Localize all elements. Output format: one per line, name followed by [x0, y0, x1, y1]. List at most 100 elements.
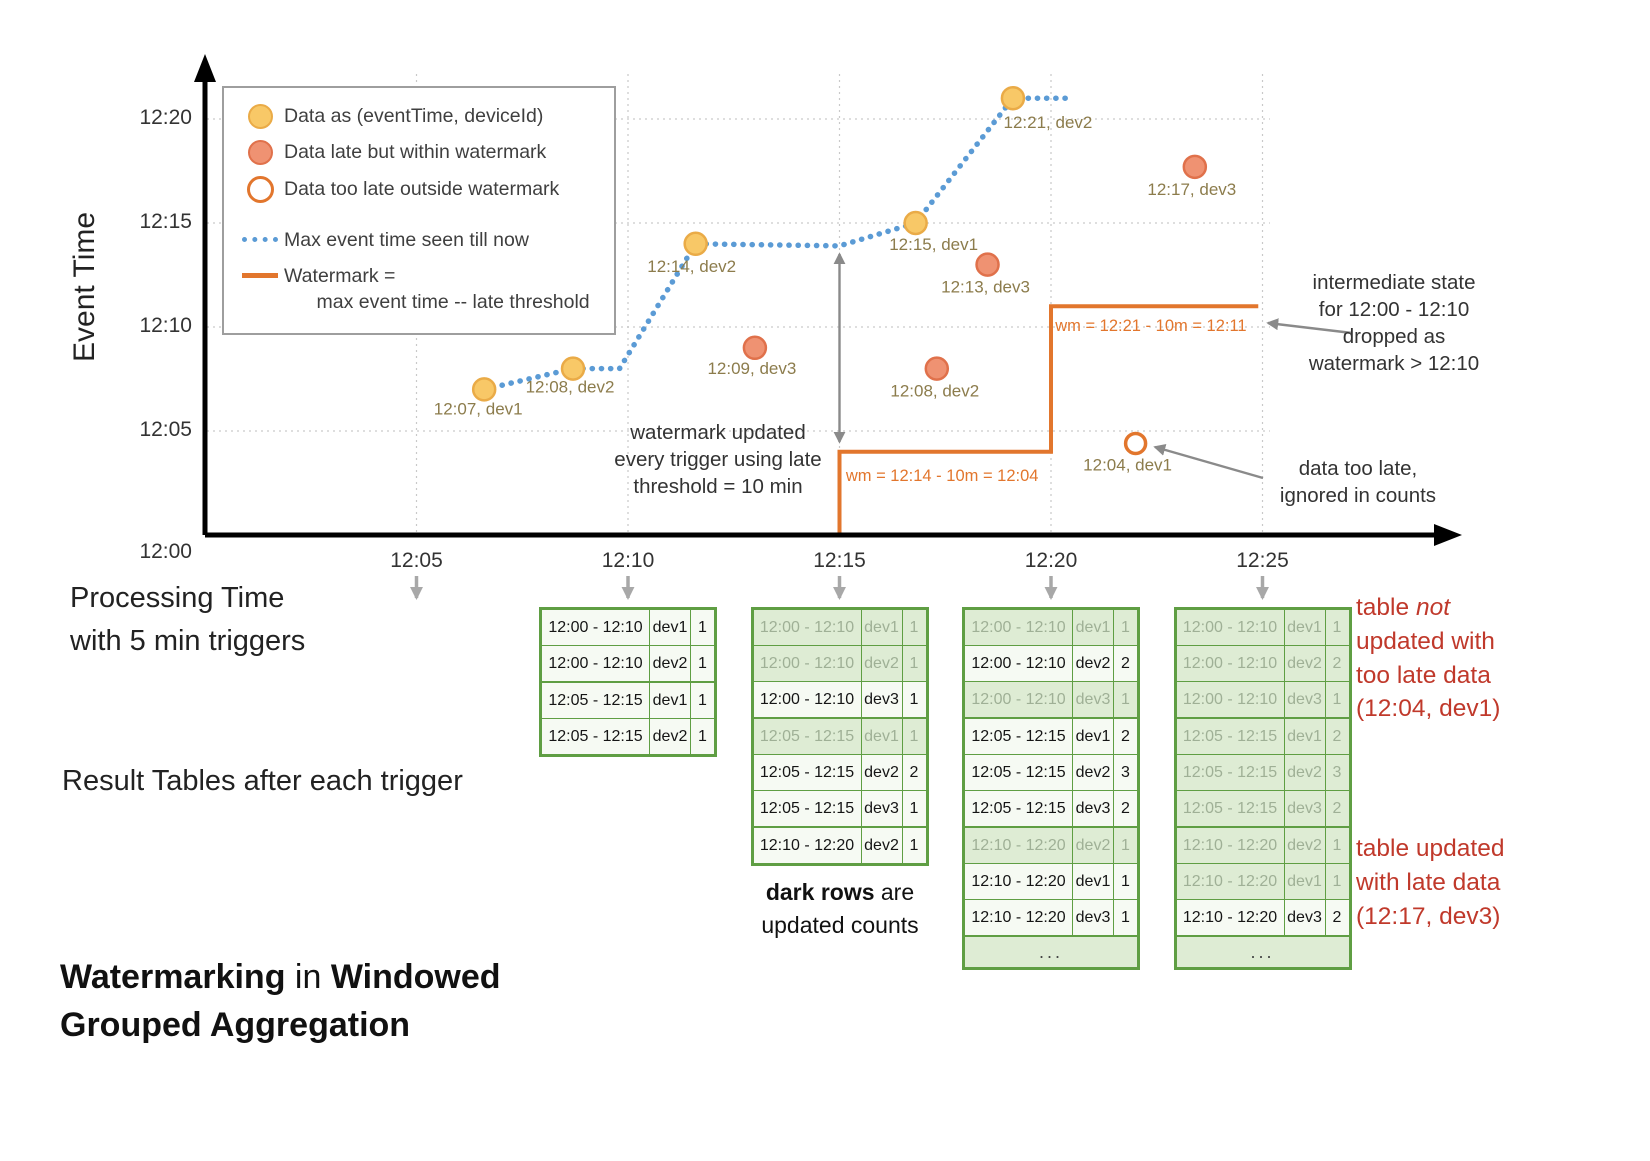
result-row: 12:00 - 12:10 dev1 1	[1176, 610, 1349, 645]
not-updated-post: updated with too late data (12:04, dev1)	[1356, 627, 1501, 723]
window-cell: 12:10 - 12:20	[965, 828, 1073, 863]
result-table: 12:00 - 12:10 dev1 1 12:00 - 12:10 dev2 2 12:0…	[962, 607, 1140, 970]
device-cell: dev2	[650, 646, 691, 681]
legend-item: Data too late outside watermark	[224, 171, 614, 208]
window-group: 12:00 - 12:10 dev1 1 12:00 - 12:10 dev2 1 12:0…	[751, 608, 928, 719]
window-cell: 12:05 - 12:15	[1177, 755, 1285, 790]
result-row: 12:00 - 12:10 dev3 1	[965, 681, 1137, 717]
count-cell: 1	[1332, 690, 1342, 708]
processing-time-label: Processing Time with 5 min triggers	[70, 582, 306, 657]
result-row: 12:05 - 12:15 dev3 2	[1176, 790, 1349, 826]
device-cell: dev1	[862, 719, 903, 754]
dot-late-icon	[236, 139, 284, 165]
data-point-label: 12:15, dev1	[889, 235, 978, 254]
y-tick-label: 12:00	[139, 540, 192, 563]
result-row: 12:05 - 12:15 dev2 3	[1176, 754, 1349, 790]
device-cell: dev2	[650, 719, 691, 754]
not-updated-italic: not	[1415, 594, 1450, 621]
count-cell: 2	[1332, 908, 1342, 926]
count-cell: 1	[1121, 618, 1130, 636]
not-updated-pre: table	[1356, 594, 1416, 621]
count-cell: 1	[909, 618, 919, 636]
result-tables-label: Result Tables after each trigger	[62, 765, 463, 797]
count-cell: 1	[909, 727, 919, 745]
result-row: 12:10 - 12:20 dev2 1	[965, 828, 1137, 863]
device-cell: dev2	[1073, 646, 1114, 681]
legend-label: Data late but within watermark	[284, 141, 547, 164]
device-cell: dev3	[1073, 791, 1114, 826]
result-row: 12:10 - 12:20 dev1 1	[1176, 863, 1349, 899]
figure-title: Watermarking in Windowed Grouped Aggrega…	[60, 953, 530, 1050]
window-group: 12:10 - 12:20 dev2 1 12:10 - 12:20 dev1 1 12:1…	[963, 828, 1139, 937]
result-row: 12:00 - 12:10 dev3 1	[753, 681, 926, 717]
x-tick-label: 12:15	[813, 549, 866, 572]
window-cell: 12:05 - 12:15	[754, 791, 862, 826]
device-cell: dev3	[1285, 791, 1326, 826]
legend-label: Data as (eventTime, deviceId)	[284, 105, 544, 127]
updated-late-note: table updated with late data (12:17, dev…	[1356, 835, 1505, 930]
legend-item: Max event time seen till now	[224, 222, 614, 258]
count-cell: 2	[1121, 654, 1130, 672]
device-cell: dev2	[862, 646, 903, 681]
window-cell: 12:05 - 12:15	[1177, 719, 1285, 754]
result-row: 12:10 - 12:20 dev2 1	[1176, 828, 1349, 863]
device-cell: dev2	[1285, 828, 1326, 863]
x-axis-arrowhead	[1434, 524, 1462, 546]
window-cell: 12:00 - 12:10	[542, 646, 650, 681]
watermark-label: wm = 12:21 - 10m = 12:11	[1054, 317, 1246, 335]
window-cell: 12:10 - 12:20	[1177, 900, 1285, 935]
dot-late-glyph	[247, 139, 273, 165]
window-cell: 12:10 - 12:20	[1177, 828, 1285, 863]
result-row: 12:05 - 12:15 dev2 2	[753, 754, 926, 790]
count-cell: 1	[909, 690, 919, 708]
legend: Data as (eventTime, deviceId) Data late b…	[222, 86, 616, 335]
window-cell: 12:05 - 12:15	[754, 719, 862, 754]
data-point-toolate	[1123, 431, 1148, 456]
y-axis-title: Event Time	[68, 211, 101, 363]
data-point-ontime	[471, 377, 497, 402]
device-cell: dev3	[1073, 900, 1114, 935]
data-point-ontime	[903, 210, 928, 236]
data-point-ontime	[560, 356, 586, 381]
count-cell: 1	[1332, 836, 1342, 854]
result-row: 12:00 - 12:10 dev1 1	[753, 610, 926, 645]
count-cell: 1	[698, 727, 707, 745]
window-cell: 12:05 - 12:15	[965, 791, 1073, 826]
title-part-3: Windowed Grouped Aggregation	[60, 958, 501, 1045]
result-row: 12:05 - 12:15 dev3 1	[753, 790, 926, 826]
result-row: 12:10 - 12:20 dev1 1	[965, 863, 1137, 899]
count-cell: 1	[1121, 836, 1130, 854]
device-cell: dev1	[1073, 610, 1114, 645]
data-point-late	[1182, 154, 1208, 180]
too-late-arrow	[1153, 444, 1264, 480]
window-group: 12:05 - 12:15 dev1 1 12:05 - 12:15 dev2 1	[540, 683, 716, 756]
y-tick-label: 12:05	[139, 418, 192, 441]
dark-rows-note: dark rows are updated counts	[742, 876, 938, 943]
count-cell: 1	[1332, 618, 1342, 636]
window-cell: 12:00 - 12:10	[1177, 682, 1285, 717]
x-tick-label: 12:25	[1236, 549, 1289, 572]
result-row: 12:05 - 12:15 dev2 1	[542, 718, 714, 754]
dark-rows-bold: dark rows	[765, 879, 875, 905]
line-max-event-icon	[236, 237, 284, 243]
device-cell: dev1	[1285, 719, 1326, 754]
device-cell: dev1	[1073, 719, 1114, 754]
too-late-note: data too late, ignored in counts	[1279, 457, 1437, 508]
line-watermark-icon	[236, 272, 284, 278]
result-row: 12:00 - 12:10 dev2 1	[753, 645, 926, 681]
dot-toolate-icon	[236, 175, 284, 203]
window-cell: 12:05 - 12:15	[542, 683, 650, 718]
title-part-2: in	[285, 958, 331, 996]
y-tick-label: 12:15	[139, 210, 192, 233]
window-group: 12:00 - 12:10 dev1 1 12:00 - 12:10 dev2 1	[540, 608, 716, 683]
intermediate-state-arrow	[1266, 318, 1353, 335]
x-tick-label: 12:10	[601, 549, 655, 572]
dot-ontime-glyph	[247, 103, 273, 129]
count-cell: 2	[1332, 654, 1342, 672]
window-group: 12:00 - 12:10 dev1 1 12:00 - 12:10 dev2 2 12:0…	[1174, 608, 1351, 719]
result-row: 12:05 - 12:15 dev1 2	[965, 719, 1137, 754]
legend-item: Data late but within watermark	[224, 134, 614, 170]
result-row: 12:00 - 12:10 dev1 1	[965, 610, 1137, 645]
window-cell: 12:00 - 12:10	[965, 610, 1073, 645]
watermark-line	[837, 304, 1259, 535]
